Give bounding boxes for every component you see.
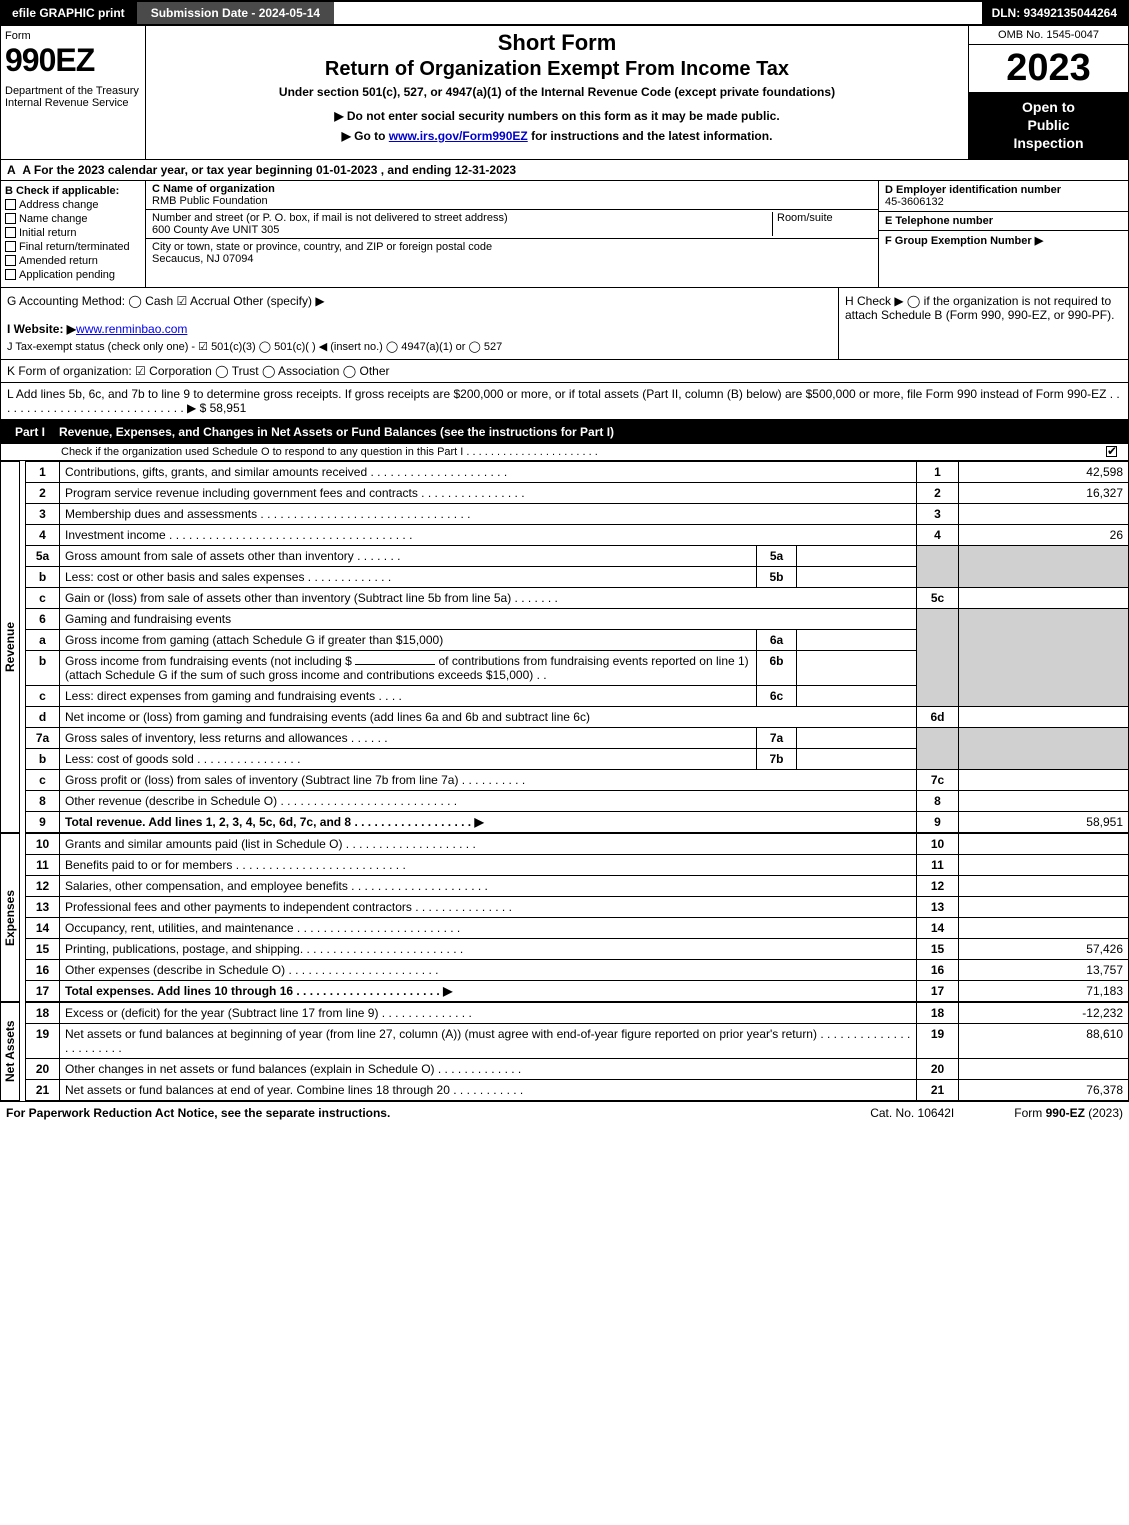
do-not-enter-text: ▶ Do not enter social security numbers o… xyxy=(156,109,958,123)
line-21: 21Net assets or fund balances at end of … xyxy=(26,1079,1129,1100)
box-d-e-f: D Employer identification number45-36061… xyxy=(878,181,1128,287)
irs-link[interactable]: www.irs.gov/Form990EZ xyxy=(389,129,528,143)
part-1-number: Part I xyxy=(9,425,51,439)
box-c-name-label: C Name of organization xyxy=(152,183,275,195)
expenses-table: 10Grants and similar amounts paid (list … xyxy=(25,833,1129,1002)
open-to-public: Open to Public Inspection xyxy=(969,92,1128,159)
paperwork-notice: For Paperwork Reduction Act Notice, see … xyxy=(6,1106,390,1120)
line-9: 9Total revenue. Add lines 1, 2, 3, 4, 5c… xyxy=(26,811,1129,832)
line-5a: 5aGross amount from sale of assets other… xyxy=(26,545,1129,566)
row-l-gross-receipts: L Add lines 5b, 6c, and 7b to line 9 to … xyxy=(0,383,1129,420)
row-g-accounting: G Accounting Method: ◯ Cash ☑ Accrual Ot… xyxy=(7,294,832,308)
form-word: Form xyxy=(5,30,141,42)
expenses-section: Expenses 10Grants and similar amounts pa… xyxy=(0,833,1129,1002)
line-4: 4Investment income . . . . . . . . . . .… xyxy=(26,524,1129,545)
line-8: 8Other revenue (describe in Schedule O) … xyxy=(26,790,1129,811)
line-2: 2Program service revenue including gover… xyxy=(26,482,1129,503)
part-1-title: Revenue, Expenses, and Changes in Net As… xyxy=(59,425,614,439)
net-assets-table: 18Excess or (deficit) for the year (Subt… xyxy=(25,1002,1129,1101)
line-6: 6Gaming and fundraising events xyxy=(26,608,1129,629)
form-header: Form 990EZ Department of the Treasury In… xyxy=(0,26,1129,160)
form-number: 990EZ xyxy=(5,42,141,79)
form-id-block: Form 990EZ Department of the Treasury In… xyxy=(1,26,146,159)
line-18: 18Excess or (deficit) for the year (Subt… xyxy=(26,1002,1129,1023)
street-label: Number and street (or P. O. box, if mail… xyxy=(152,212,508,224)
form-footer-label: Form 990-EZ (2023) xyxy=(1014,1106,1123,1120)
box-f-group-exemption: F Group Exemption Number ▶ xyxy=(879,231,1128,250)
line-1: 1Contributions, gifts, grants, and simil… xyxy=(26,461,1129,482)
row-g-h: G Accounting Method: ◯ Cash ☑ Accrual Ot… xyxy=(0,287,1129,360)
row-k-form-of-org: K Form of organization: ☑ Corporation ◯ … xyxy=(0,360,1129,383)
tax-year: 2023 xyxy=(969,45,1128,92)
row-h-schedule-b: H Check ▶ ◯ if the organization is not r… xyxy=(838,288,1128,359)
row-a-calendar-year: A A For the 2023 calendar year, or tax y… xyxy=(0,160,1129,181)
line-10: 10Grants and similar amounts paid (list … xyxy=(26,833,1129,854)
street-value: 600 County Ave UNIT 305 xyxy=(152,224,279,236)
part-1-subtext: Check if the organization used Schedule … xyxy=(0,444,1129,461)
box-d-ein: D Employer identification number45-36061… xyxy=(879,181,1128,212)
part-1-schedule-o-check[interactable] xyxy=(1106,446,1120,458)
line-14: 14Occupancy, rent, utilities, and mainte… xyxy=(26,917,1129,938)
line-17: 17Total expenses. Add lines 10 through 1… xyxy=(26,980,1129,1001)
line-19: 19Net assets or fund balances at beginni… xyxy=(26,1023,1129,1058)
revenue-section: Revenue 1Contributions, gifts, grants, a… xyxy=(0,461,1129,833)
line-5c: cGain or (loss) from sale of assets othe… xyxy=(26,587,1129,608)
chk-initial-return[interactable]: Initial return xyxy=(5,227,141,239)
line-15: 15Printing, publications, postage, and s… xyxy=(26,938,1129,959)
under-section-text: Under section 501(c), 527, or 4947(a)(1)… xyxy=(156,85,958,99)
short-form-title: Short Form xyxy=(156,30,958,56)
line-20: 20Other changes in net assets or fund ba… xyxy=(26,1058,1129,1079)
revenue-vertical-label: Revenue xyxy=(1,461,20,833)
line-13: 13Professional fees and other payments t… xyxy=(26,896,1129,917)
city-label: City or town, state or province, country… xyxy=(152,241,492,253)
room-suite-label: Room/suite xyxy=(772,212,872,236)
efile-print-label[interactable]: efile GRAPHIC print xyxy=(2,2,135,24)
city-value: Secaucus, NJ 07094 xyxy=(152,253,254,265)
page-footer: For Paperwork Reduction Act Notice, see … xyxy=(0,1101,1129,1124)
line-3: 3Membership dues and assessments . . . .… xyxy=(26,503,1129,524)
line-7c: cGross profit or (loss) from sales of in… xyxy=(26,769,1129,790)
row-i-website: I Website: ▶www.renminbao.com xyxy=(7,322,832,336)
part-1-header: Part I Revenue, Expenses, and Changes in… xyxy=(0,420,1129,444)
chk-application-pending[interactable]: Application pending xyxy=(5,269,141,281)
chk-final-return[interactable]: Final return/terminated xyxy=(5,241,141,253)
line-7a: 7aGross sales of inventory, less returns… xyxy=(26,727,1129,748)
year-omb-block: OMB No. 1545-0047 2023 Open to Public In… xyxy=(968,26,1128,159)
box-e-phone: E Telephone number xyxy=(879,212,1128,231)
line-6d: dNet income or (loss) from gaming and fu… xyxy=(26,706,1129,727)
cat-number: Cat. No. 10642I xyxy=(870,1106,954,1120)
website-link[interactable]: www.renminbao.com xyxy=(76,322,187,336)
revenue-table: 1Contributions, gifts, grants, and simil… xyxy=(25,461,1129,833)
omb-number: OMB No. 1545-0047 xyxy=(969,26,1128,45)
box-b-checkboxes: B Check if applicable: Address change Na… xyxy=(1,181,146,287)
net-assets-section: Net Assets 18Excess or (deficit) for the… xyxy=(0,1002,1129,1101)
goto-link-text: ▶ Go to www.irs.gov/Form990EZ for instru… xyxy=(156,129,958,143)
box-b-title: B Check if applicable: xyxy=(5,185,141,197)
net-assets-vertical-label: Net Assets xyxy=(1,1002,20,1101)
row-j-tax-exempt: J Tax-exempt status (check only one) - ☑… xyxy=(7,340,832,353)
org-name: RMB Public Foundation xyxy=(152,195,268,207)
box-c-org-info: C Name of organizationRMB Public Foundat… xyxy=(146,181,878,287)
chk-name-change[interactable]: Name change xyxy=(5,213,141,225)
ein-value: 45-3606132 xyxy=(885,196,944,208)
submission-date: Submission Date - 2024-05-14 xyxy=(135,2,334,24)
top-bar: efile GRAPHIC print Submission Date - 20… xyxy=(0,0,1129,26)
department-label: Department of the Treasury Internal Reve… xyxy=(5,85,141,109)
section-b-to-f: B Check if applicable: Address change Na… xyxy=(0,181,1129,287)
line-11: 11Benefits paid to or for members . . . … xyxy=(26,854,1129,875)
expenses-vertical-label: Expenses xyxy=(1,833,20,1002)
line-12: 12Salaries, other compensation, and empl… xyxy=(26,875,1129,896)
chk-amended-return[interactable]: Amended return xyxy=(5,255,141,267)
form-title-block: Short Form Return of Organization Exempt… xyxy=(146,26,968,159)
line-16: 16Other expenses (describe in Schedule O… xyxy=(26,959,1129,980)
chk-address-change[interactable]: Address change xyxy=(5,199,141,211)
return-title: Return of Organization Exempt From Incom… xyxy=(156,58,958,81)
row-a-text: A For the 2023 calendar year, or tax yea… xyxy=(22,163,516,177)
dln-label: DLN: 93492135044264 xyxy=(982,2,1127,24)
